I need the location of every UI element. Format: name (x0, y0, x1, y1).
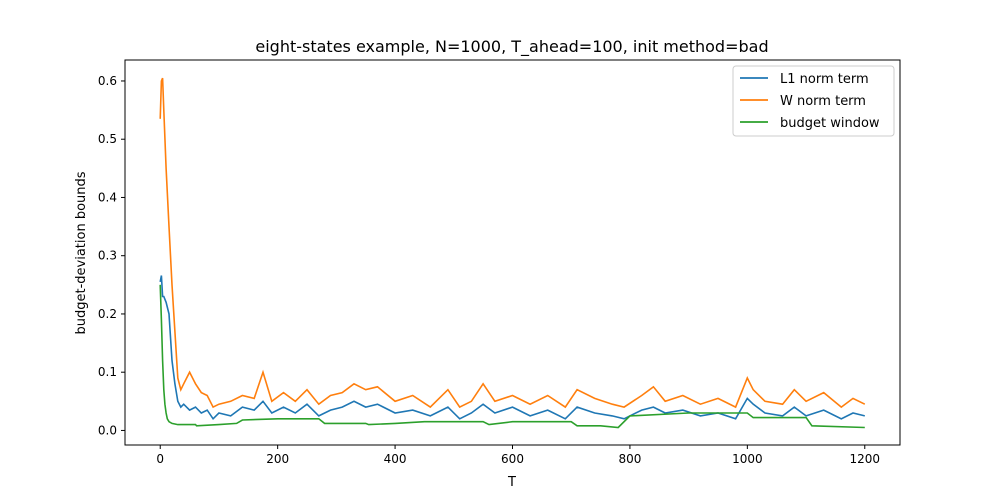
y-tick-label: 0.5 (98, 132, 117, 146)
y-tick-label: 0.6 (98, 74, 117, 88)
y-axis: 0.0 0.1 0.2 0.3 0.4 0.5 0.6 (98, 74, 125, 437)
x-tick-label: 800 (618, 452, 641, 466)
y-axis-label: budget-deviation bounds (74, 171, 89, 334)
series-line-2 (159, 77, 866, 409)
x-axis: 0 200 400 600 800 1000 1200 (156, 445, 880, 466)
x-tick-label: 0 (156, 452, 164, 466)
series-line-1 (159, 275, 865, 421)
y-tick-label: 0.4 (98, 190, 117, 204)
x-axis-label: T (507, 475, 516, 490)
series-line-3 (159, 284, 865, 429)
legend: L1 norm term W norm term budget window (732, 65, 895, 137)
legend-label: W norm term (780, 94, 866, 109)
y-tick-label: 0.3 (98, 249, 117, 263)
chart-title: eight-states example, N=1000, T_ahead=10… (255, 37, 768, 57)
legend-label: L1 norm term (780, 72, 869, 87)
y-tick-label: 0.1 (98, 365, 117, 379)
x-tick-label: 1200 (849, 452, 880, 466)
legend-box (732, 65, 895, 137)
x-tick-label: 400 (384, 452, 407, 466)
legend-label: budget window (780, 116, 880, 131)
x-tick-label: 1000 (732, 452, 763, 466)
plot-lines (159, 77, 866, 429)
x-tick-label: 200 (266, 452, 289, 466)
y-tick-label: 0.2 (98, 307, 117, 321)
plot-frame (124, 59, 901, 446)
y-tick-label: 0.0 (98, 423, 117, 437)
x-tick-label: 600 (501, 452, 524, 466)
